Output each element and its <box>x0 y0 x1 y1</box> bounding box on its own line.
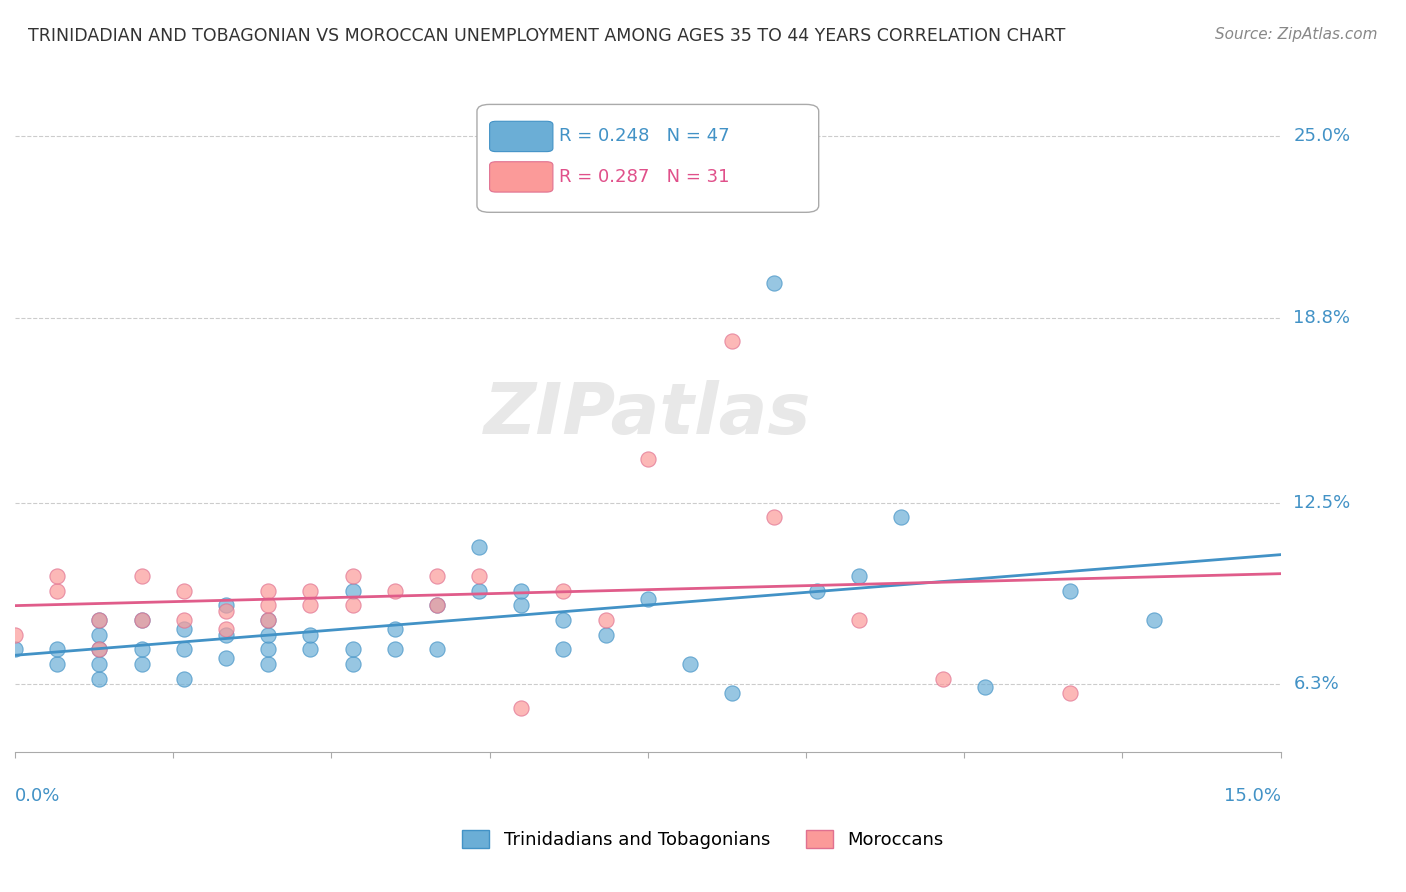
Point <box>215 627 238 641</box>
Point <box>932 672 955 686</box>
Point <box>257 613 280 627</box>
Point <box>89 672 111 686</box>
Point <box>257 598 280 612</box>
Point <box>468 583 491 598</box>
Point <box>763 510 786 524</box>
Point <box>215 622 238 636</box>
Point <box>679 657 702 671</box>
Point <box>342 583 364 598</box>
Point <box>4 627 27 641</box>
FancyBboxPatch shape <box>477 104 818 212</box>
Point <box>848 613 870 627</box>
Point <box>131 569 153 583</box>
Point <box>257 613 280 627</box>
Point <box>299 642 322 657</box>
Point <box>215 604 238 618</box>
Point <box>468 540 491 554</box>
Point <box>131 642 153 657</box>
Point <box>510 598 533 612</box>
Point <box>173 583 195 598</box>
Point <box>510 583 533 598</box>
Text: 6.3%: 6.3% <box>1294 675 1339 693</box>
Point <box>384 583 406 598</box>
Text: R = 0.287   N = 31: R = 0.287 N = 31 <box>560 168 730 186</box>
Point <box>1059 686 1081 700</box>
Point <box>215 651 238 665</box>
Point <box>89 642 111 657</box>
Point <box>46 569 69 583</box>
Point <box>257 657 280 671</box>
Point <box>721 334 744 349</box>
Point <box>890 510 912 524</box>
Point <box>4 642 27 657</box>
Point <box>342 598 364 612</box>
Point <box>384 622 406 636</box>
Point <box>426 598 449 612</box>
Point <box>384 642 406 657</box>
Point <box>46 657 69 671</box>
Point <box>426 569 449 583</box>
Point <box>299 598 322 612</box>
Point <box>637 592 659 607</box>
Point <box>721 686 744 700</box>
Point <box>553 613 575 627</box>
Point <box>89 642 111 657</box>
Point <box>173 642 195 657</box>
Text: 12.5%: 12.5% <box>1294 493 1351 512</box>
Point <box>1143 613 1166 627</box>
Point <box>173 622 195 636</box>
Point <box>46 583 69 598</box>
Point <box>257 583 280 598</box>
Point <box>89 657 111 671</box>
Point <box>763 276 786 290</box>
Point <box>257 627 280 641</box>
Point <box>299 627 322 641</box>
Point <box>848 569 870 583</box>
Point <box>553 583 575 598</box>
Text: TRINIDADIAN AND TOBAGONIAN VS MOROCCAN UNEMPLOYMENT AMONG AGES 35 TO 44 YEARS CO: TRINIDADIAN AND TOBAGONIAN VS MOROCCAN U… <box>28 27 1066 45</box>
Point <box>131 613 153 627</box>
Point <box>46 642 69 657</box>
Point <box>89 613 111 627</box>
Point <box>553 642 575 657</box>
Text: 15.0%: 15.0% <box>1223 787 1281 805</box>
Text: R = 0.248   N = 47: R = 0.248 N = 47 <box>560 127 730 145</box>
Point <box>299 583 322 598</box>
Point <box>89 613 111 627</box>
Point <box>426 598 449 612</box>
FancyBboxPatch shape <box>489 161 553 192</box>
Point <box>215 598 238 612</box>
Point <box>342 642 364 657</box>
Point <box>806 583 828 598</box>
Text: 0.0%: 0.0% <box>15 787 60 805</box>
Point <box>89 627 111 641</box>
Point <box>1059 583 1081 598</box>
Text: 25.0%: 25.0% <box>1294 127 1350 145</box>
Point <box>131 613 153 627</box>
Point <box>342 657 364 671</box>
Legend: Trinidadians and Tobagonians, Moroccans: Trinidadians and Tobagonians, Moroccans <box>456 822 950 856</box>
FancyBboxPatch shape <box>489 121 553 152</box>
Text: 18.8%: 18.8% <box>1294 309 1350 326</box>
Text: Source: ZipAtlas.com: Source: ZipAtlas.com <box>1215 27 1378 42</box>
Point <box>173 672 195 686</box>
Point <box>468 569 491 583</box>
Point <box>426 642 449 657</box>
Point <box>595 613 617 627</box>
Text: ZIPatlas: ZIPatlas <box>484 380 811 450</box>
Point <box>342 569 364 583</box>
Point <box>637 451 659 466</box>
Point <box>173 613 195 627</box>
Point <box>974 681 997 695</box>
Point <box>510 701 533 715</box>
Point <box>595 627 617 641</box>
Point <box>257 642 280 657</box>
Point <box>131 657 153 671</box>
